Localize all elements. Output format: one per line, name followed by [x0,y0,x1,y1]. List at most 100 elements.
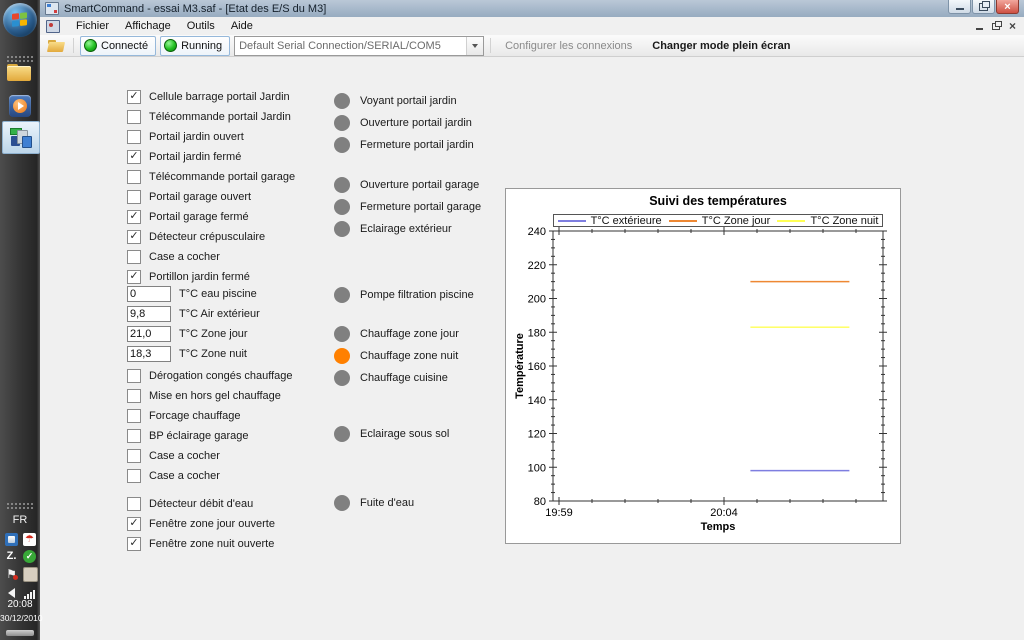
checkbox-label: Détecteur crépusculaire [149,231,265,243]
checkbox[interactable] [127,389,141,403]
checkbox-row: Télécommande portail garage [127,170,295,184]
taskbar-item-media-player[interactable] [9,95,31,117]
restore-button[interactable] [972,0,995,14]
menu-item[interactable]: Outils [179,18,223,34]
checkbox-row: Détecteur crépusculaire [127,230,295,244]
checkbox[interactable] [127,497,141,511]
temperature-inputs: T°C eau piscine T°C Air extérieur T°C Zo… [127,282,260,362]
svg-text:240: 240 [528,226,546,238]
checkbox[interactable] [127,369,141,383]
checkbox[interactable] [127,517,141,531]
minimize-button[interactable] [948,0,971,14]
chevron-down-icon [472,44,478,48]
checkbox[interactable] [127,190,141,204]
checkbox-row: Portail garage fermé [127,210,295,224]
checkbox-label: Case a cocher [149,450,220,462]
checkbox[interactable] [127,150,141,164]
mdi-minimize-icon[interactable] [976,28,983,30]
close-icon: × [1004,1,1010,13]
indicator-label: Pompe filtration piscine [360,289,474,301]
show-desktop-button[interactable] [6,630,34,636]
checkbox[interactable] [127,90,141,104]
taskbar-item-explorer[interactable] [7,64,31,81]
status-light-icon [334,370,350,386]
action-center-flag-icon[interactable]: ⚑ [5,567,18,580]
svg-text:19:59: 19:59 [545,507,573,519]
close-button[interactable]: × [996,0,1019,14]
chart-plot-area: 8010012014016018020022024019:5920:04 [506,189,900,543]
open-file-button[interactable] [45,37,67,55]
checkbox[interactable] [127,210,141,224]
smartcommand-app-icon [10,128,32,148]
checkbox[interactable] [127,230,141,244]
network-signal-icon[interactable] [23,586,36,599]
checkbox[interactable] [127,130,141,144]
checkbox[interactable] [127,170,141,184]
checkbox[interactable] [127,250,141,264]
checkbox-label: Mise en hors gel chauffage [149,390,281,402]
language-indicator[interactable]: FR [0,514,40,526]
security-shield-tray-icon[interactable]: ✓ [23,550,36,563]
temperature-field[interactable] [127,346,171,362]
indicator-row: Eclairage extérieur [334,221,481,237]
temperature-field-label: T°C Zone nuit [179,348,247,360]
status-light-icon [334,221,350,237]
taskbar-grip[interactable] [6,502,34,509]
temperature-field[interactable] [127,286,171,302]
mdi-close-icon[interactable]: × [1009,20,1016,32]
smartcommand-window: SmartCommand - essai M3.saf - [Etat des … [40,0,1024,640]
start-button[interactable] [3,3,37,37]
svg-text:100: 100 [528,462,546,474]
connected-toggle[interactable]: Connecté [80,36,156,56]
taskbar-date[interactable]: 30/12/2010 [0,613,40,623]
taskbar-clock[interactable]: 20:08 [0,599,40,610]
configure-connections-button[interactable]: Configurer les connexions [497,40,640,52]
window-controls: × [948,0,1019,14]
checkbox-label: Cellule barrage portail Jardin [149,91,290,103]
indicator-row: Ouverture portail garage [334,177,481,193]
update-tray-icon[interactable] [5,533,18,546]
indicator-label: Chauffage cuisine [360,372,448,384]
z-app-tray-icon[interactable]: Z. [5,550,18,563]
volume-icon[interactable] [5,586,18,599]
clipboard-tray-icon[interactable] [23,567,38,582]
menu-item[interactable]: Aide [223,18,261,34]
checkbox[interactable] [127,449,141,463]
mdi-child-icon[interactable] [46,20,60,33]
checkbox[interactable] [127,537,141,551]
notification-area: ☂ Z. ✓ ⚑ [5,533,37,599]
open-folder-icon [48,40,64,52]
checkbox[interactable] [127,409,141,423]
temperature-field[interactable] [127,306,171,322]
mdi-child-controls: × [976,17,1016,35]
taskbar-grip[interactable] [6,55,34,62]
checkbox-label: Dérogation congés chauffage [149,370,293,382]
chart-x-axis-label: Temps [553,521,883,533]
checkbox[interactable] [127,469,141,483]
checkbox[interactable] [127,429,141,443]
status-light-icon [334,495,350,511]
running-toggle[interactable]: Running [160,36,230,56]
antivirus-tray-icon[interactable]: ☂ [23,533,36,546]
checkbox-label: Portail jardin fermé [149,151,241,163]
svg-text:140: 140 [528,395,546,407]
fullscreen-mode-button[interactable]: Changer mode plein écran [644,40,798,52]
connection-select[interactable]: Default Serial Connection/SERIAL/COM5 [234,36,484,56]
checkbox[interactable] [127,110,141,124]
chart-y-axis-label: Température [514,316,526,416]
temperature-field-label: T°C Air extérieur [179,308,260,320]
menu-item[interactable]: Affichage [117,18,179,34]
mdi-restore-icon[interactable] [992,23,1000,30]
dropdown-button[interactable] [466,37,483,55]
status-light-icon [334,326,350,342]
svg-text:180: 180 [528,327,546,339]
indicator-row: Chauffage zone jour [334,326,481,342]
checkbox-row: Détecteur débit d'eau [127,497,293,511]
svg-text:20:04: 20:04 [710,507,738,519]
indicator-label: Voyant portail jardin [360,95,457,107]
indicator-label: Fuite d'eau [360,497,414,509]
menu-item[interactable]: Fichier [68,18,117,34]
indicator-row: Eclairage sous sol [334,426,481,442]
temperature-field[interactable] [127,326,171,342]
taskbar-item-smartcommand-active[interactable] [2,121,40,154]
